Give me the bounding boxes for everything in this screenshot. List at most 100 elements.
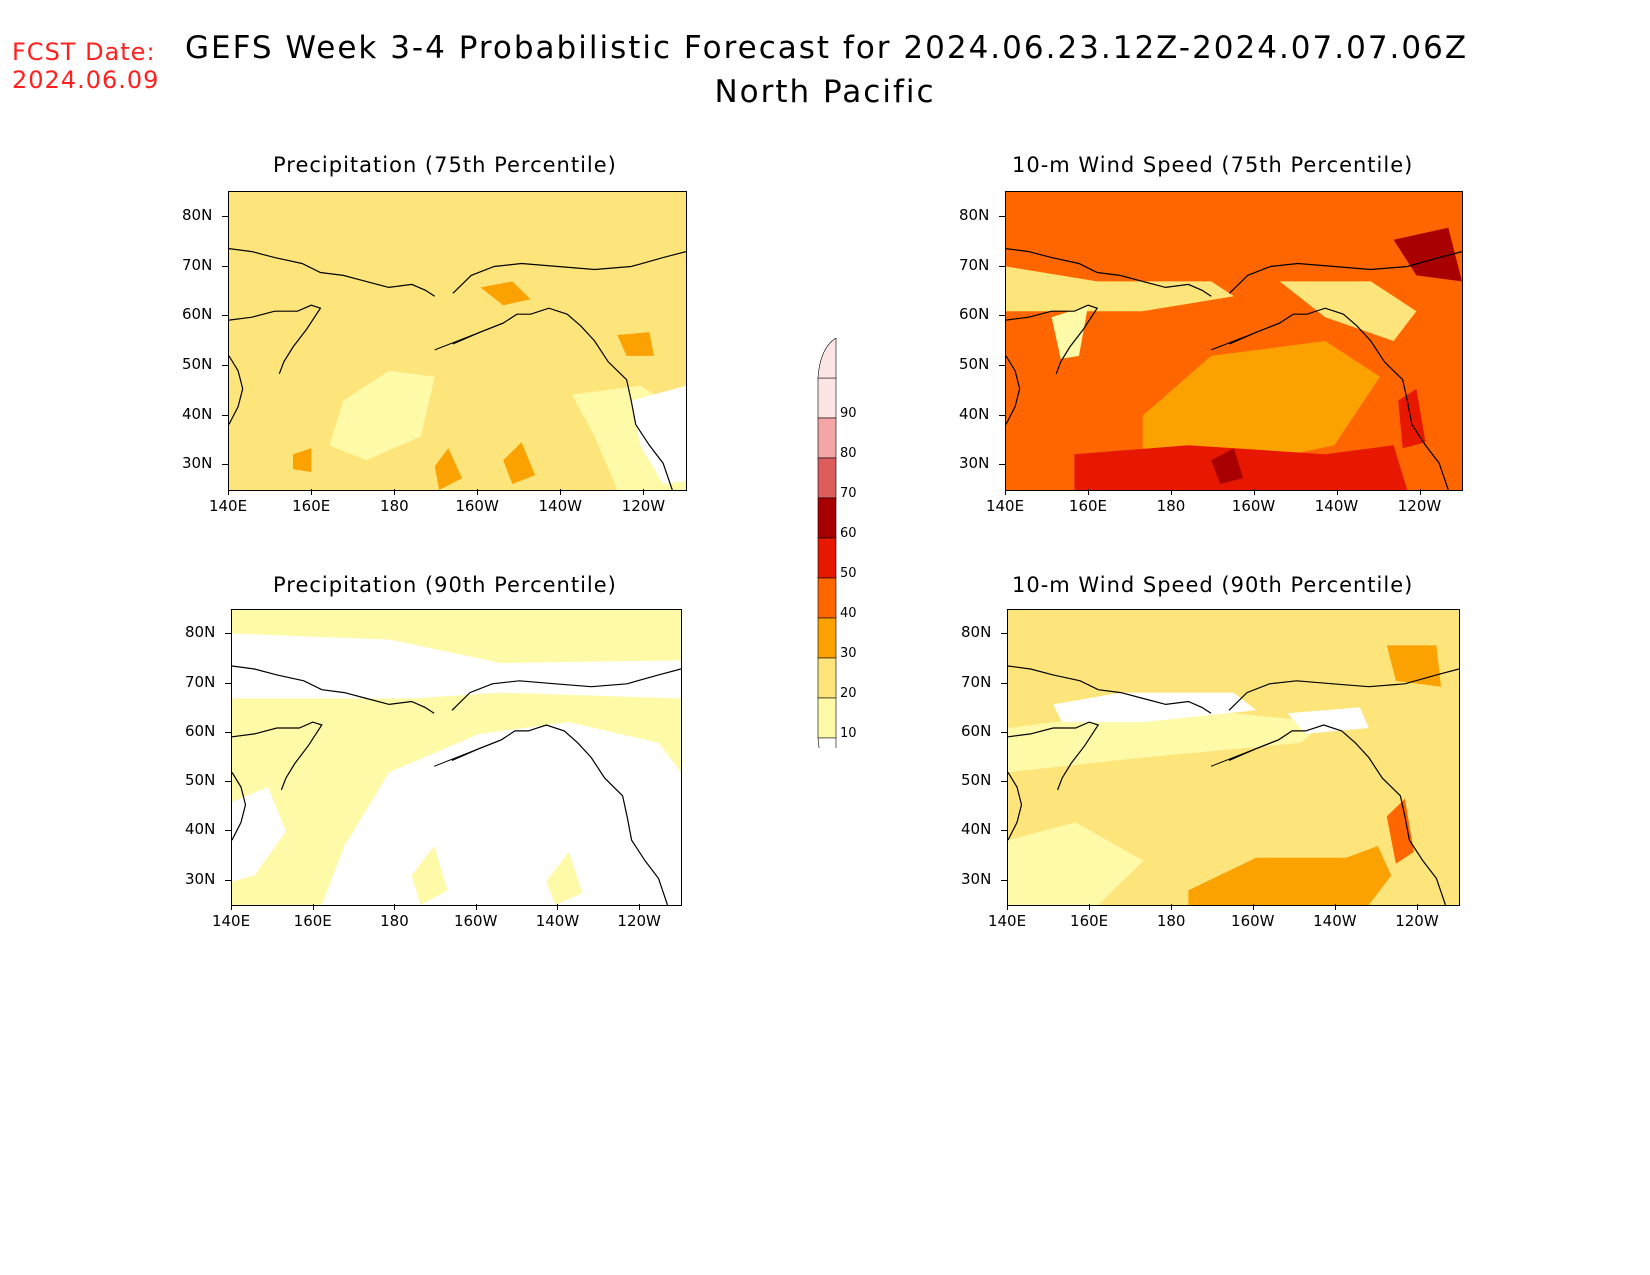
colorbar-top-cap [817,337,837,379]
lat-tick-label: 80N [185,623,216,642]
lon-tick-label: 140E [985,497,1025,515]
lat-tick-mark [999,464,1005,466]
colorbar-label: 70 [840,486,857,501]
lon-tick-label: 180 [380,497,409,515]
lon-tick-label: 160E [1068,497,1108,515]
lon-tick-label: 140W [1313,912,1357,930]
panel-title: Precipitation (90th Percentile) [273,573,617,597]
colorbar: 10 20 30 40 50 60 70 80 90 [812,337,872,781]
lon-tick-label: 120W [621,497,666,515]
field-contour [1386,645,1441,687]
colorbar-label: 10 [840,726,857,741]
lon-tick-label: 160W [453,912,498,930]
lat-tick-label: 80N [959,205,990,224]
lon-tick-label: 160W [1231,497,1276,515]
lon-tick-label: 180 [380,912,409,930]
colorbar-segment [817,377,837,419]
map-area [228,191,687,491]
lat-tick-mark [999,265,1005,267]
colorbar-label: 30 [840,646,857,661]
lon-tick-mark [477,489,479,495]
colorbar-bottom-cap [817,737,837,781]
figure-title-line2: North Pacific [714,74,936,110]
lon-tick-mark [228,489,229,495]
lon-tick-label: 160E [292,497,331,515]
field-contour [1008,822,1144,905]
lat-tick-mark [222,265,228,267]
forecast-date-label: FCST Date: [12,38,156,66]
field-contour [1393,227,1462,282]
lon-tick-mark [1171,904,1173,910]
lat-tick-mark [222,215,228,217]
field-contour [546,851,583,905]
lon-tick-mark [394,489,396,495]
lon-tick-label: 140E [208,497,248,515]
lon-tick-label: 140E [211,912,251,930]
colorbar-segment [817,497,837,539]
lon-tick-mark [1005,489,1006,495]
field-contour [1074,445,1408,490]
lat-tick-mark [1001,780,1007,782]
lat-tick-label: 30N [959,454,990,473]
lon-tick-mark [231,904,232,910]
field-contour [1053,692,1257,723]
field-contour [1279,281,1417,341]
forecast-date: FCST Date: 2024.06.09 [12,38,159,94]
lon-tick-mark [475,904,477,910]
lon-tick-label: 140W [538,497,582,515]
lat-tick-mark [1001,682,1007,684]
field-contour [617,332,654,356]
lon-tick-mark [312,904,314,910]
lon-tick-label: 140W [1314,497,1359,515]
forecast-date-value: 2024.06.09 [12,66,160,94]
field-contour [232,787,286,882]
map-area [1005,191,1463,491]
panel-title: 10-m Wind Speed (90th Percentile) [1012,573,1414,597]
map-field [1006,192,1462,490]
map-field [1008,610,1459,905]
lat-tick-mark [225,633,231,635]
lon-tick-label: 160W [1231,912,1275,930]
figure-title-line1: GEFS Week 3-4 Probabilistic Forecast for… [185,30,1469,66]
lat-tick-mark [225,732,231,733]
colorbar-segment [817,697,837,739]
field-contour [434,448,463,490]
lat-tick-mark [222,464,228,466]
colorbar-label: 40 [840,606,857,621]
colorbar-graphic [817,337,837,781]
lon-tick-mark [1253,489,1255,495]
lon-tick-label: 140W [535,912,580,930]
colorbar-label: 20 [840,686,857,701]
lat-tick-label: 50N [961,770,992,789]
field-contour [329,370,435,461]
field-contour [503,442,536,484]
colorbar-segment [817,537,837,579]
colorbar-label: 50 [840,566,857,581]
lon-tick-mark [560,489,562,495]
lat-tick-label: 30N [185,869,216,888]
field-contour [480,281,531,306]
field-contour [293,448,312,473]
lon-tick-label: 180 [1156,497,1186,515]
colorbar-segment [817,617,837,659]
field-contour [1211,448,1244,484]
lat-tick-label: 80N [961,623,992,642]
field-contour [1051,305,1089,359]
lon-tick-mark [1007,904,1008,910]
lon-tick-mark [1419,489,1421,495]
lat-tick-mark [999,315,1005,317]
lat-tick-label: 30N [961,869,992,888]
lat-tick-label: 60N [182,305,213,324]
field-contour [1008,713,1324,773]
lat-tick-mark [225,879,231,881]
lat-tick-mark [1001,830,1007,832]
lat-tick-label: 70N [185,672,216,691]
colorbar-label: 90 [840,406,857,421]
lon-tick-label: 140E [987,912,1027,930]
lat-tick-label: 70N [961,672,992,691]
lat-tick-label: 60N [185,722,216,740]
lon-tick-mark [557,904,559,910]
lat-tick-label: 40N [182,404,213,423]
colorbar-segment [817,657,837,699]
colorbar-segment [817,577,837,619]
